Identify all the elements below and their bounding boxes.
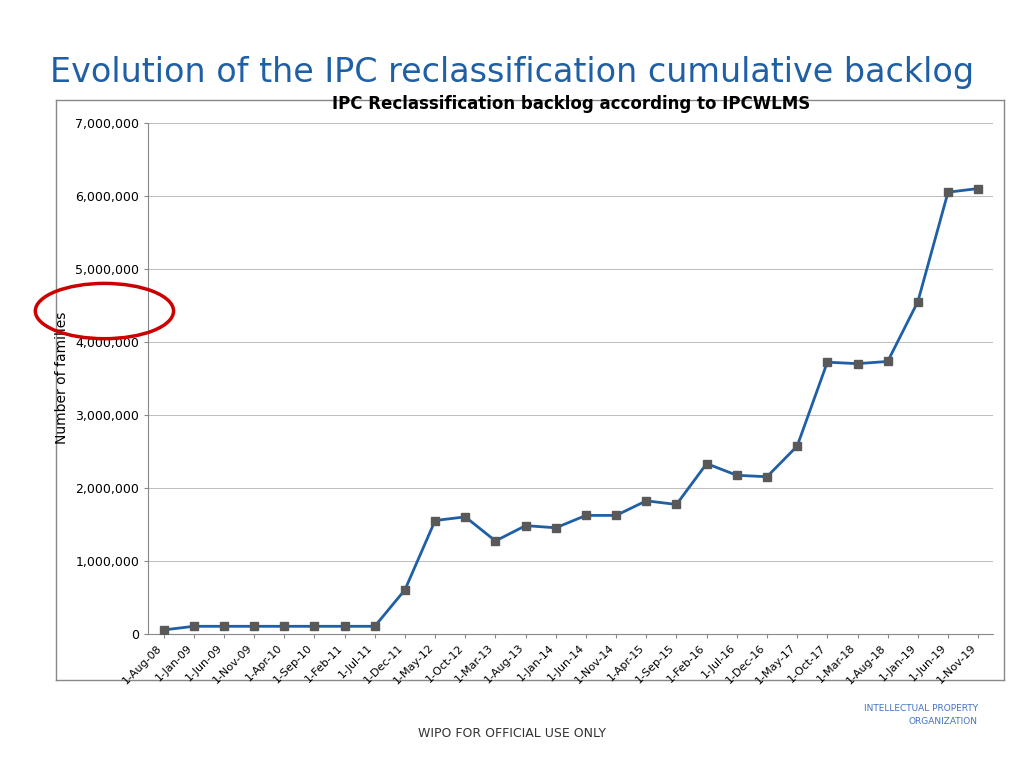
Y-axis label: Number of families: Number of families bbox=[54, 312, 69, 445]
Text: WIPO FOR OFFICIAL USE ONLY: WIPO FOR OFFICIAL USE ONLY bbox=[418, 727, 606, 740]
Title: IPC Reclassification backlog according to IPCWLMS: IPC Reclassification backlog according t… bbox=[332, 95, 810, 113]
Text: INTELLECTUAL PROPERTY
ORGANIZATION: INTELLECTUAL PROPERTY ORGANIZATION bbox=[864, 704, 978, 726]
Text: Evolution of the IPC reclassification cumulative backlog: Evolution of the IPC reclassification cu… bbox=[50, 57, 974, 89]
